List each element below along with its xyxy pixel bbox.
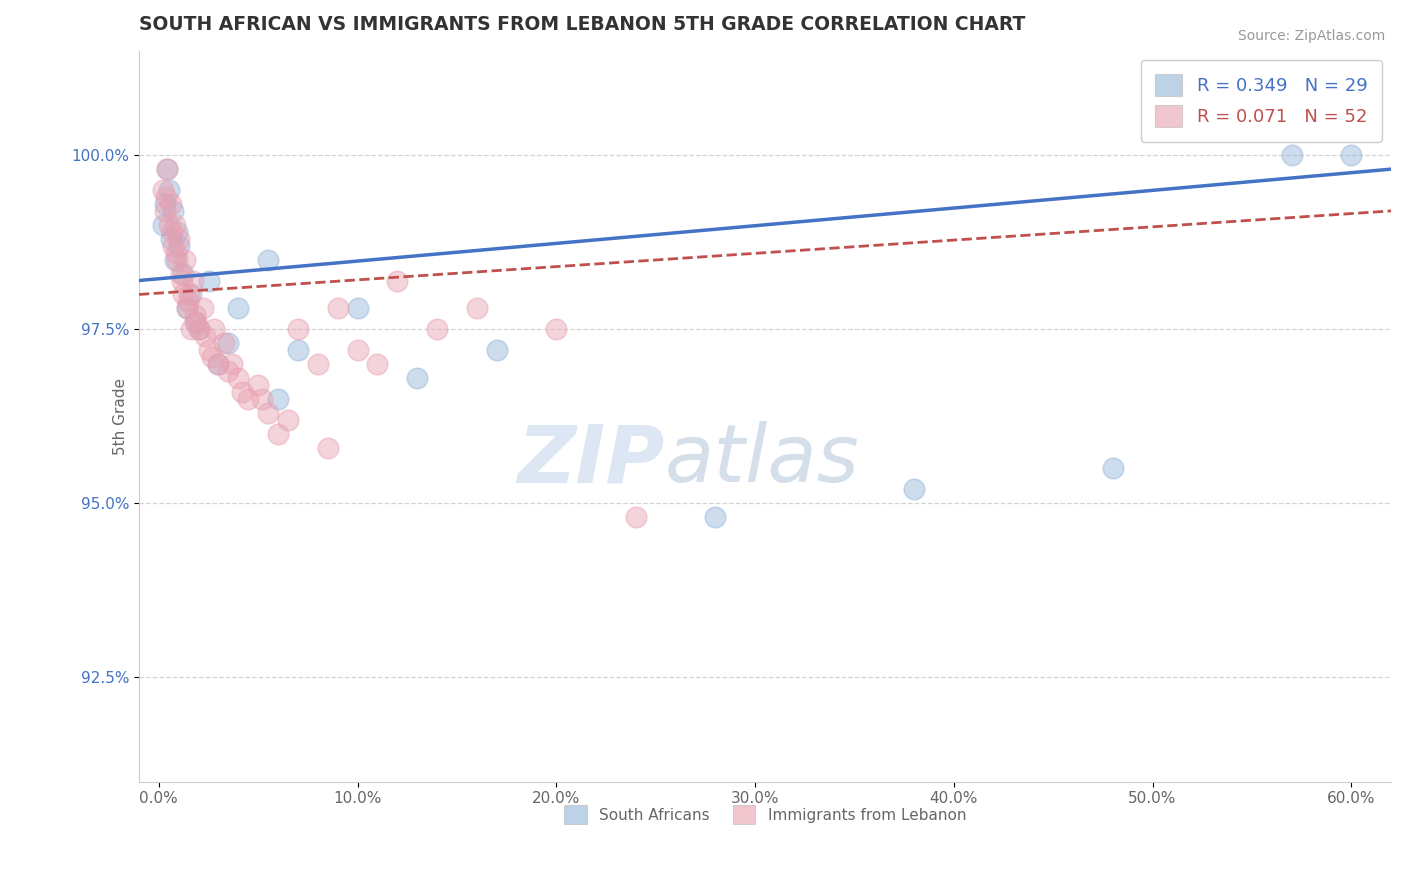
Point <box>152 218 174 232</box>
Point <box>166 252 188 267</box>
Point <box>1101 461 1123 475</box>
Point <box>197 273 219 287</box>
Point <box>1281 148 1303 162</box>
Point <box>191 301 214 316</box>
Point <box>465 301 488 316</box>
Point <box>201 350 224 364</box>
Point <box>326 301 349 316</box>
Point <box>157 218 180 232</box>
Point <box>167 232 190 246</box>
Point <box>406 371 429 385</box>
Point <box>228 301 250 316</box>
Point <box>387 273 409 287</box>
Point <box>267 392 290 406</box>
Point <box>180 287 202 301</box>
Point <box>167 238 190 252</box>
Point <box>156 162 179 177</box>
Point <box>207 357 229 371</box>
Point <box>247 378 270 392</box>
Point <box>163 252 186 267</box>
Point <box>157 183 180 197</box>
Point <box>153 197 176 211</box>
Point <box>346 301 368 316</box>
Point <box>193 329 215 343</box>
Point <box>176 294 198 309</box>
Point <box>153 203 176 218</box>
Point <box>903 483 925 497</box>
Point <box>162 203 184 218</box>
Point <box>704 510 727 524</box>
Text: atlas: atlas <box>665 421 859 500</box>
Point <box>197 343 219 358</box>
Point <box>228 371 250 385</box>
Point <box>180 322 202 336</box>
Point <box>546 322 568 336</box>
Point <box>366 357 388 371</box>
Point <box>187 322 209 336</box>
Point <box>165 245 187 260</box>
Point <box>163 218 186 232</box>
Point <box>187 322 209 336</box>
Point <box>307 357 329 371</box>
Point <box>214 336 236 351</box>
Point <box>624 510 647 524</box>
Point <box>221 357 243 371</box>
Point <box>207 357 229 371</box>
Point <box>238 392 260 406</box>
Point <box>217 364 239 378</box>
Point <box>346 343 368 358</box>
Point <box>166 225 188 239</box>
Point <box>172 267 194 281</box>
Point <box>257 252 280 267</box>
Point <box>267 426 290 441</box>
Point <box>183 309 205 323</box>
Point <box>217 336 239 351</box>
Point <box>287 343 309 358</box>
Text: SOUTH AFRICAN VS IMMIGRANTS FROM LEBANON 5TH GRADE CORRELATION CHART: SOUTH AFRICAN VS IMMIGRANTS FROM LEBANON… <box>139 15 1025 34</box>
Point <box>316 441 339 455</box>
Text: ZIP: ZIP <box>517 421 665 500</box>
Point <box>162 238 184 252</box>
Point <box>204 322 226 336</box>
Point <box>231 384 253 399</box>
Point <box>250 392 273 406</box>
Point <box>183 315 205 329</box>
Point <box>277 413 299 427</box>
Point <box>173 252 195 267</box>
Point <box>152 183 174 197</box>
Point <box>155 190 177 204</box>
Point <box>159 232 181 246</box>
Point <box>184 315 207 329</box>
Point <box>172 287 194 301</box>
Point <box>176 301 198 316</box>
Point <box>181 273 204 287</box>
Point <box>170 267 193 281</box>
Point <box>176 301 198 316</box>
Point <box>160 225 183 239</box>
Point <box>170 273 193 287</box>
Point <box>156 162 179 177</box>
Point <box>177 287 200 301</box>
Point <box>426 322 449 336</box>
Point <box>159 197 181 211</box>
Point <box>1340 148 1362 162</box>
Legend: South Africans, Immigrants from Lebanon: South Africans, Immigrants from Lebanon <box>551 793 979 836</box>
Point <box>485 343 508 358</box>
Y-axis label: 5th Grade: 5th Grade <box>112 377 128 455</box>
Text: Source: ZipAtlas.com: Source: ZipAtlas.com <box>1237 29 1385 43</box>
Point <box>287 322 309 336</box>
Point <box>257 406 280 420</box>
